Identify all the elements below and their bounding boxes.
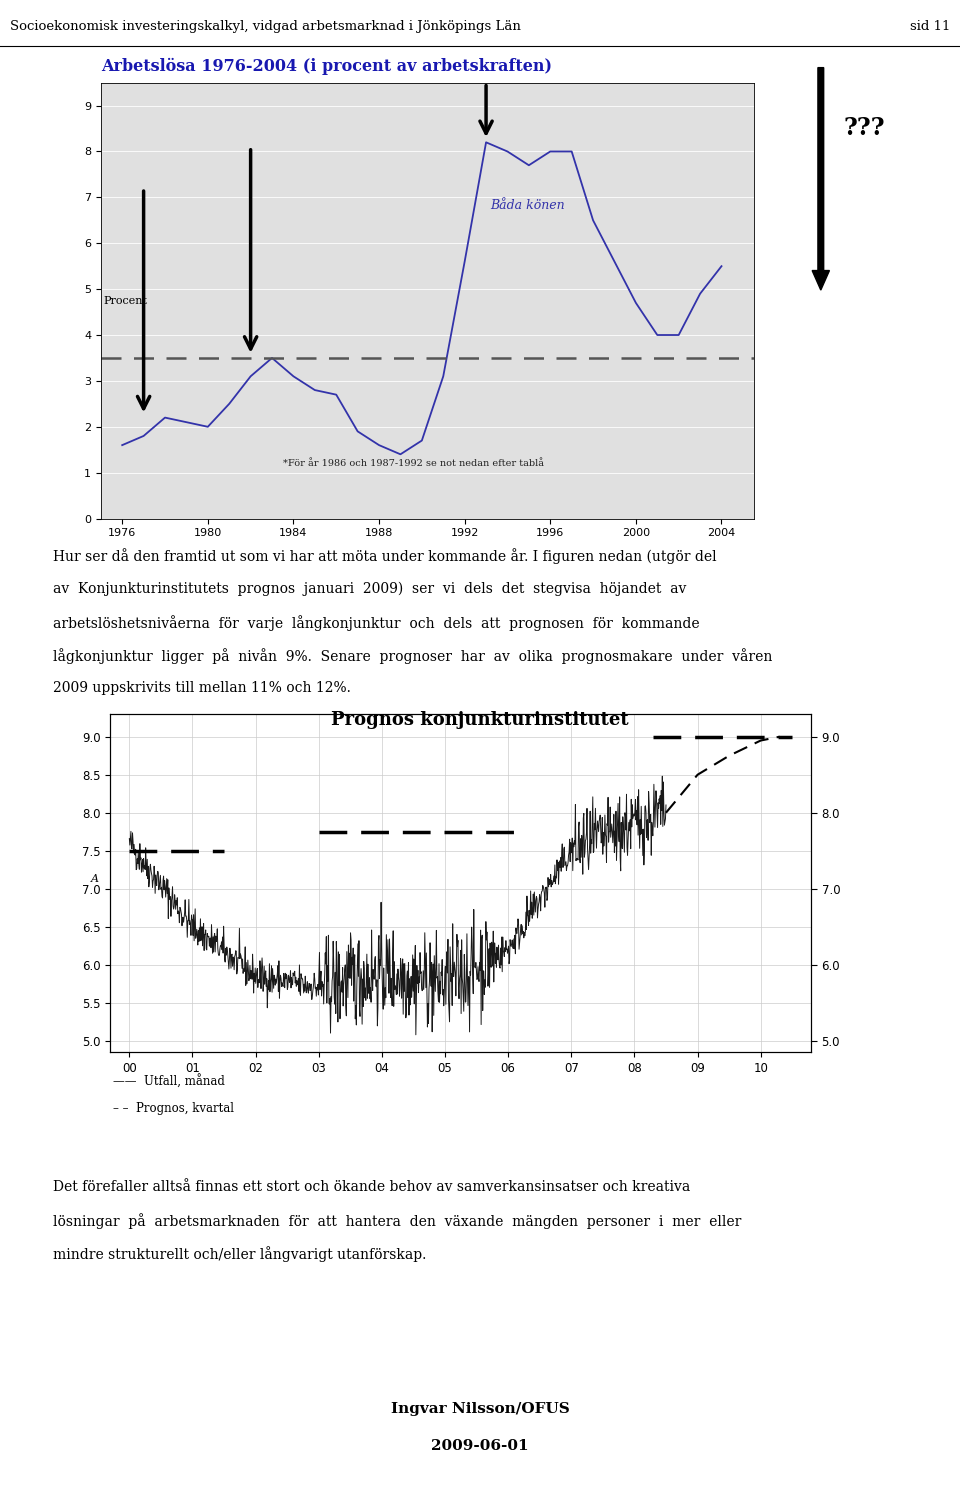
Text: Procent: Procent [104, 296, 148, 305]
Text: arbetslöshetsnivåerna  för  varje  långkonjunktur  och  dels  att  prognosen  fö: arbetslöshetsnivåerna för varje långkonj… [53, 615, 700, 631]
Text: av  Konjunkturinstitutets  prognos  januari  2009)  ser  vi  dels  det  stegvisa: av Konjunkturinstitutets prognos januari… [53, 582, 686, 597]
Text: lösningar  på  arbetsmarknaden  för  att  hantera  den  växande  mängden  person: lösningar på arbetsmarknaden för att han… [53, 1213, 741, 1229]
Text: Båda könen: Båda könen [491, 198, 565, 212]
Text: – –  Prognos, kvartal: – – Prognos, kvartal [113, 1102, 234, 1115]
Text: ???: ??? [843, 116, 885, 140]
Text: Det förefaller alltså finnas ett stort och ökande behov av samverkansinsatser oc: Det förefaller alltså finnas ett stort o… [53, 1180, 690, 1193]
Text: sid 11: sid 11 [910, 20, 950, 33]
Text: A: A [91, 875, 99, 884]
Text: 2009 uppskrivits till mellan 11% och 12%.: 2009 uppskrivits till mellan 11% och 12%… [53, 681, 350, 694]
Text: *För år 1986 och 1987-1992 se not nedan efter tablå: *För år 1986 och 1987-1992 se not nedan … [283, 458, 543, 467]
Text: mindre strukturellt och/eller långvarigt utanförskap.: mindre strukturellt och/eller långvarigt… [53, 1246, 426, 1263]
Text: Socioekonomisk investeringskalkyl, vidgad arbetsmarknad i Jönköpings Län: Socioekonomisk investeringskalkyl, vidga… [10, 20, 520, 33]
Text: Ingvar Nilsson/OFUS: Ingvar Nilsson/OFUS [391, 1402, 569, 1416]
Text: 2009-06-01: 2009-06-01 [431, 1440, 529, 1453]
Text: lågkonjunktur  ligger  på  nivån  9%.  Senare  prognoser  har  av  olika  progno: lågkonjunktur ligger på nivån 9%. Senare… [53, 648, 772, 664]
Text: Arbetslösa 1976-2004 (i procent av arbetskraften): Arbetslösa 1976-2004 (i procent av arbet… [101, 57, 552, 75]
Text: Prognos konjunkturinstitutet: Prognos konjunkturinstitutet [331, 711, 629, 729]
Text: ——  Utfall, månad: —— Utfall, månad [113, 1075, 226, 1088]
Text: Hur ser då den framtid ut som vi har att möta under kommande år. I figuren nedan: Hur ser då den framtid ut som vi har att… [53, 549, 716, 565]
